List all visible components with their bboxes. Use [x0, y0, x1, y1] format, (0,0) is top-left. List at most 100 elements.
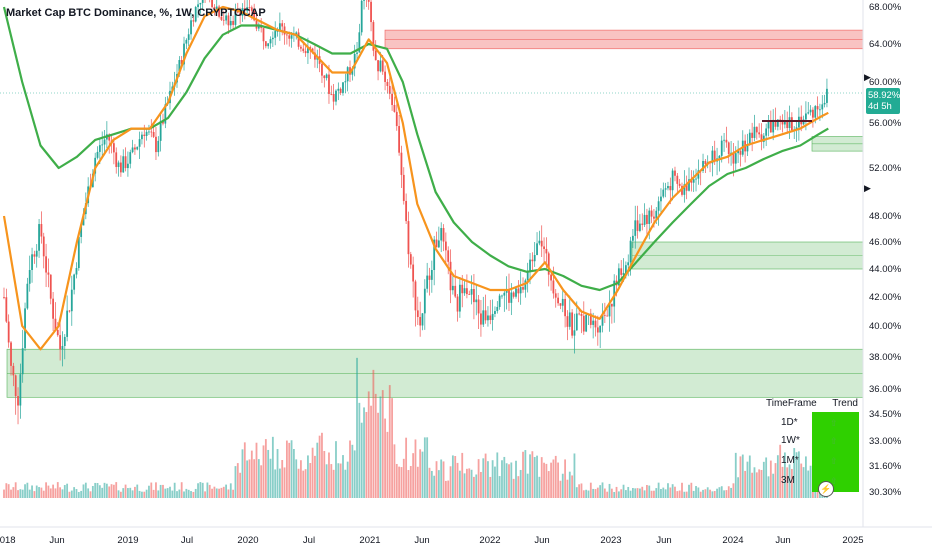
candle-body — [323, 75, 326, 79]
volume-bar — [143, 491, 146, 498]
volume-bar — [304, 469, 307, 498]
volume-bar — [330, 464, 333, 498]
volume-bar — [522, 451, 524, 498]
candle-body — [734, 153, 737, 164]
candle-body — [582, 315, 585, 332]
volume-bar — [105, 483, 108, 498]
volume-bar — [405, 437, 408, 498]
up-arrow-icon: ⇧ — [830, 456, 838, 466]
candle-body — [152, 132, 155, 137]
candle-body — [3, 297, 5, 298]
volume-bar — [753, 467, 756, 498]
volume-bar — [809, 465, 812, 498]
volume-bar — [529, 454, 531, 498]
candle-body — [330, 93, 333, 95]
y-axis[interactable]: 68.00% 64.00% 60.00% 56.00% 52.00% 48.00% 46.0… — [869, 2, 902, 498]
candle-body — [300, 46, 302, 49]
volume-bar — [407, 470, 410, 498]
volume-bar — [744, 470, 747, 498]
candle-body — [309, 47, 312, 49]
candle-body — [624, 265, 627, 273]
chevron-right-icon[interactable]: ▶ — [864, 183, 871, 193]
candle-body — [627, 262, 630, 266]
candle-body — [150, 131, 153, 133]
candle-body — [519, 287, 522, 294]
volume-bar — [447, 480, 450, 498]
candle-body — [737, 150, 740, 154]
candle-body — [47, 272, 50, 275]
candle-body — [164, 104, 167, 124]
candle-body — [38, 224, 40, 251]
volume-bar — [620, 489, 623, 498]
candle-body — [108, 134, 111, 141]
candle-body — [592, 320, 595, 325]
volume-bar — [496, 452, 499, 498]
candle-body — [515, 288, 517, 297]
volume-bar — [61, 489, 64, 498]
volume-bar — [709, 489, 711, 498]
volume-bar — [433, 475, 436, 498]
lightning-icon[interactable]: ⚡ — [818, 481, 834, 497]
volume-bar — [24, 484, 26, 498]
candle-body — [482, 310, 485, 325]
candle-body — [393, 104, 396, 112]
candle-body — [28, 270, 31, 284]
volume-bar — [606, 491, 609, 498]
x-axis[interactable]: 2018 Jun 2019 Jul 2020 Jul 2021 Jun 2022 Jun 2023 J… — [0, 535, 864, 546]
x-tick-label: 2021 — [359, 535, 380, 546]
candle-body — [412, 264, 415, 282]
volume-bar — [31, 485, 33, 498]
volume-bar — [463, 473, 466, 498]
volume-bar — [63, 485, 66, 498]
candle-body — [685, 184, 688, 191]
candle-body — [473, 289, 475, 303]
candle-body — [61, 346, 64, 350]
candle-body — [225, 15, 228, 21]
volume-bar — [264, 439, 267, 498]
candle-body — [442, 228, 445, 242]
volume-bar — [545, 463, 548, 498]
volume-bar — [517, 476, 520, 498]
volume-bar — [318, 435, 321, 498]
candle-body — [80, 225, 83, 237]
volume-bar — [662, 487, 665, 498]
volume-bar — [470, 469, 473, 498]
candle-body — [491, 313, 494, 320]
candle-body — [52, 298, 54, 319]
volume-bar — [129, 487, 132, 498]
volume-bar — [428, 467, 431, 498]
candle-body — [468, 294, 471, 295]
candle-body — [480, 313, 482, 325]
volume-bar — [257, 459, 260, 498]
candle-body — [470, 289, 473, 295]
candle-body — [328, 74, 330, 94]
x-tick-label: 2022 — [479, 535, 500, 546]
volume-bar — [316, 442, 319, 498]
volume-bar — [491, 460, 494, 498]
volume-bar — [582, 490, 585, 498]
candle-body — [594, 320, 597, 328]
volume-bar — [21, 489, 24, 498]
candle-body — [297, 32, 300, 47]
volume-bar — [157, 490, 160, 498]
volume-bar — [381, 390, 384, 498]
candle-body — [276, 30, 279, 32]
y-tick-label: 60.00% — [869, 77, 902, 88]
candle-body — [727, 142, 730, 154]
volume-bar — [786, 467, 789, 498]
volume-bar — [225, 484, 228, 498]
candle-body — [655, 210, 658, 219]
volume-bar — [33, 491, 36, 498]
candle-body — [351, 68, 354, 75]
x-tick-label: Jun — [534, 535, 549, 546]
volume-bar — [278, 468, 281, 498]
chevron-right-icon[interactable]: ▶ — [864, 72, 871, 82]
volume-bar — [353, 450, 356, 498]
candle-body — [367, 0, 370, 2]
last-price-badge[interactable]: 58.92% 4d 5h — [866, 88, 900, 114]
candle-body — [704, 161, 707, 165]
candle-body — [433, 239, 436, 270]
candle-body — [349, 67, 351, 75]
candle-body — [444, 241, 447, 251]
